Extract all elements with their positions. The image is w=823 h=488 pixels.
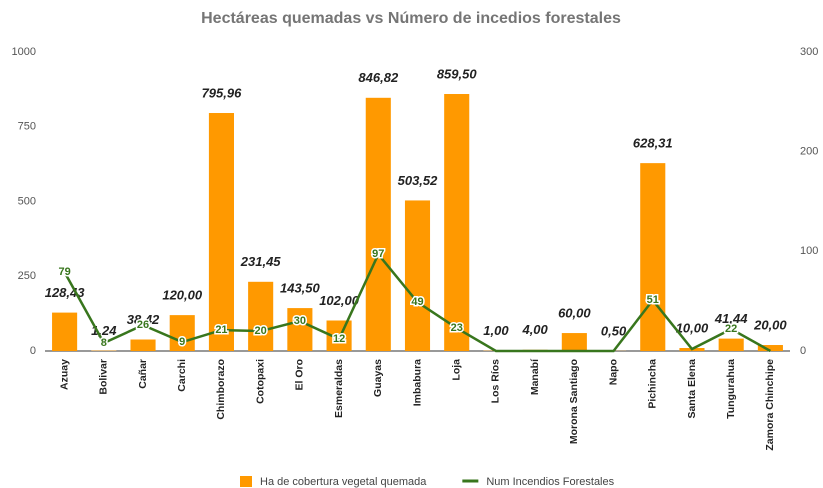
bar-value-label: 628,31 xyxy=(633,136,673,151)
bar-value-label: 38,42 xyxy=(127,312,160,327)
x-tick-label: Chimborazo xyxy=(215,359,227,420)
y2-tick-label: 0 xyxy=(800,345,806,357)
line-value-label: 12 xyxy=(333,333,345,345)
bar-value-label: 10,00 xyxy=(676,320,709,335)
line-value-label: 51 xyxy=(647,294,659,306)
bar-value-label: 231,45 xyxy=(240,254,282,269)
x-tick-label: Manabí xyxy=(529,358,541,395)
line-value-label: 49 xyxy=(411,296,423,308)
x-tick-label: Zamora Chinchipe xyxy=(764,359,776,451)
bar-value-label: 503,52 xyxy=(398,173,439,188)
y2-tick-label: 300 xyxy=(800,46,818,58)
bar xyxy=(561,333,587,351)
line-value-label: 21 xyxy=(215,324,227,336)
bar-value-label: 20,00 xyxy=(753,317,787,332)
bar xyxy=(52,312,78,351)
bar-value-label: 120,00 xyxy=(162,288,203,303)
bar xyxy=(444,94,470,352)
line xyxy=(63,251,772,353)
x-tick-label: Carchi xyxy=(176,359,188,392)
bar xyxy=(365,97,391,352)
line-value-label: 26 xyxy=(137,319,149,331)
chart-title: Hectáreas quemadas vs Número de incedios… xyxy=(201,10,621,27)
bar xyxy=(287,308,313,351)
x-tick-label: Imbabura xyxy=(411,359,423,406)
line-value-label: 8 xyxy=(101,337,107,349)
line-value-label: 97 xyxy=(372,248,384,260)
bar xyxy=(404,200,431,351)
bar xyxy=(169,315,195,351)
x-tick-label: El Oro xyxy=(294,359,306,391)
bar xyxy=(718,338,744,351)
bar-value-label: 143,50 xyxy=(280,281,321,296)
bar xyxy=(757,345,783,351)
line-value-label: 22 xyxy=(725,323,737,335)
y-tick-label: 1000 xyxy=(12,46,36,58)
bar xyxy=(640,163,666,351)
legend-swatch xyxy=(240,476,252,487)
bar-value-label: 102,00 xyxy=(319,293,360,308)
bar-value-label: 1,00 xyxy=(483,323,509,338)
line-value-label: 79 xyxy=(58,266,70,278)
x-tick-label: Bolivar xyxy=(98,359,110,395)
line-value-label: 9 xyxy=(179,336,185,348)
x-tick-label: Pichincha xyxy=(647,359,659,409)
x-tick-label: Cañar xyxy=(137,359,149,389)
y-tick-label: 500 xyxy=(18,195,36,207)
bar-value-label: 795,96 xyxy=(202,85,243,100)
y-tick-label: 250 xyxy=(18,270,36,282)
x-tick-label: Guayas xyxy=(372,359,384,397)
x-tick-label: Loja xyxy=(450,359,462,381)
bar-value-label: 60,00 xyxy=(558,305,591,320)
bar xyxy=(130,339,156,351)
y-tick-label: 750 xyxy=(18,121,36,133)
x-tick-label: Santa Elena xyxy=(686,359,698,419)
y2-tick-label: 100 xyxy=(800,245,818,257)
bar xyxy=(208,113,234,351)
x-tick-label: Esmeraldas xyxy=(333,359,345,418)
x-tick-label: Cotopaxi xyxy=(254,359,266,404)
bar-value-label: 41,44 xyxy=(714,311,748,326)
bar-value-label: 859,50 xyxy=(437,66,478,81)
legend-label: Ha de cobertura vegetal quemada xyxy=(260,476,427,488)
x-tick-label: Azuay xyxy=(58,359,70,390)
y-tick-label: 0 xyxy=(30,345,36,357)
bar-value-label: 0,50 xyxy=(601,323,627,338)
x-tick-label: Morona Santiago xyxy=(568,359,580,444)
line-value-label: 23 xyxy=(451,322,463,334)
y2-tick-label: 200 xyxy=(800,146,818,158)
bar-value-label: 846,82 xyxy=(358,70,399,85)
x-tick-label: Napo xyxy=(607,359,619,385)
line-value-label: 20 xyxy=(255,325,267,337)
bar-value-label: 4,00 xyxy=(521,322,548,337)
legend-label: Num Incendios Forestales xyxy=(486,476,614,488)
bar xyxy=(248,281,274,351)
x-tick-label: Tungurahua xyxy=(725,359,737,419)
x-tick-label: Los Ríos xyxy=(490,359,502,403)
line-value-label: 30 xyxy=(294,315,306,327)
